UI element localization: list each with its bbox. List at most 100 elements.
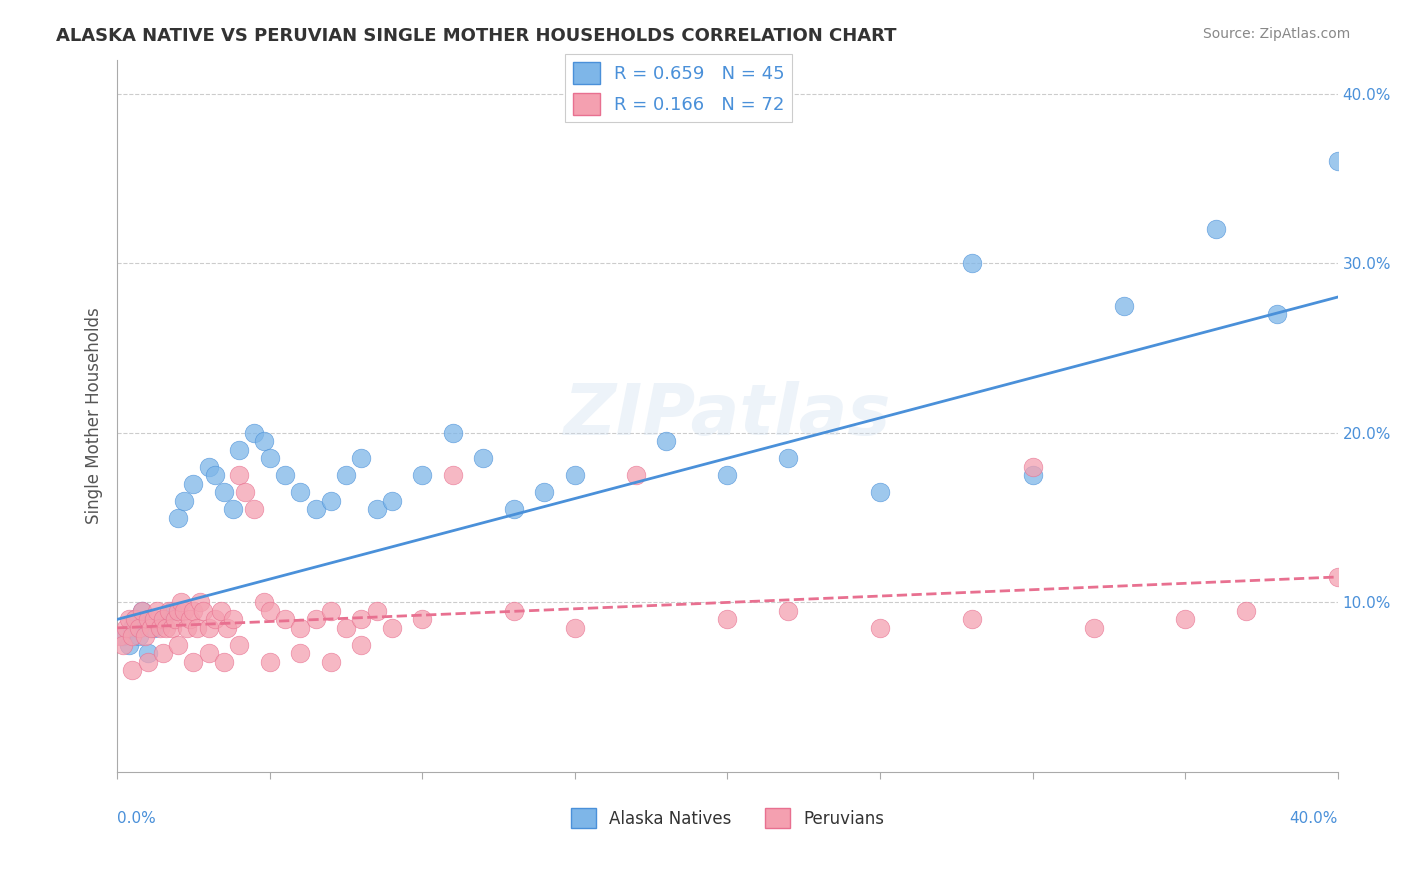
Point	[1234, 604, 1257, 618]
Point	[157, 604, 180, 618]
Point	[167, 510, 190, 524]
Point	[274, 468, 297, 483]
Point	[1174, 612, 1197, 626]
Point	[381, 621, 404, 635]
Point	[253, 434, 276, 449]
Point	[142, 612, 165, 626]
Point	[173, 604, 195, 618]
Point	[716, 612, 738, 626]
Point	[228, 638, 250, 652]
Point	[112, 629, 135, 643]
Point	[110, 629, 132, 643]
Point	[319, 604, 342, 618]
Point	[160, 604, 183, 618]
Point	[1326, 570, 1348, 584]
Point	[564, 468, 586, 483]
Point	[222, 612, 245, 626]
Point	[960, 612, 983, 626]
Legend: Alaska Natives, Peruvians: Alaska Natives, Peruvians	[564, 801, 891, 835]
Point	[167, 604, 190, 618]
Point	[167, 638, 190, 652]
Point	[243, 502, 266, 516]
Point	[222, 502, 245, 516]
Point	[134, 629, 156, 643]
Point	[259, 655, 281, 669]
Point	[197, 621, 219, 635]
Point	[1021, 468, 1043, 483]
Point	[215, 621, 238, 635]
Point	[502, 502, 524, 516]
Point	[319, 655, 342, 669]
Text: Source: ZipAtlas.com: Source: ZipAtlas.com	[1202, 27, 1350, 41]
Point	[869, 485, 891, 500]
Point	[655, 434, 678, 449]
Point	[136, 646, 159, 660]
Point	[259, 604, 281, 618]
Point	[290, 485, 312, 500]
Point	[1083, 621, 1105, 635]
Point	[204, 612, 226, 626]
Text: 40.0%: 40.0%	[1289, 811, 1337, 826]
Point	[118, 612, 141, 626]
Point	[204, 468, 226, 483]
Point	[197, 646, 219, 660]
Point	[197, 459, 219, 474]
Point	[441, 425, 464, 440]
Point	[243, 425, 266, 440]
Point	[411, 468, 433, 483]
Point	[149, 621, 172, 635]
Point	[209, 604, 232, 618]
Point	[155, 621, 177, 635]
Point	[716, 468, 738, 483]
Point	[139, 621, 162, 635]
Point	[778, 604, 800, 618]
Point	[350, 612, 373, 626]
Point	[564, 621, 586, 635]
Point	[366, 604, 388, 618]
Point	[121, 629, 143, 643]
Point	[869, 621, 891, 635]
Point	[191, 604, 214, 618]
Point	[183, 476, 205, 491]
Point	[212, 655, 235, 669]
Point	[160, 621, 183, 635]
Point	[304, 502, 326, 516]
Point	[176, 621, 198, 635]
Point	[778, 451, 800, 466]
Point	[118, 638, 141, 652]
Point	[121, 663, 143, 677]
Point	[253, 595, 276, 609]
Point	[152, 612, 174, 626]
Point	[290, 621, 312, 635]
Point	[411, 612, 433, 626]
Point	[179, 612, 201, 626]
Point	[173, 493, 195, 508]
Point	[131, 604, 153, 618]
Point	[188, 595, 211, 609]
Point	[274, 612, 297, 626]
Point	[212, 485, 235, 500]
Point	[112, 638, 135, 652]
Point	[228, 442, 250, 457]
Point	[146, 604, 169, 618]
Text: ALASKA NATIVE VS PERUVIAN SINGLE MOTHER HOUSEHOLDS CORRELATION CHART: ALASKA NATIVE VS PERUVIAN SINGLE MOTHER …	[56, 27, 897, 45]
Point	[183, 655, 205, 669]
Point	[1021, 459, 1043, 474]
Point	[1326, 154, 1348, 169]
Point	[186, 621, 208, 635]
Point	[502, 604, 524, 618]
Point	[152, 612, 174, 626]
Point	[290, 646, 312, 660]
Point	[131, 604, 153, 618]
Point	[170, 595, 193, 609]
Point	[350, 638, 373, 652]
Point	[533, 485, 555, 500]
Point	[136, 612, 159, 626]
Point	[381, 493, 404, 508]
Point	[350, 451, 373, 466]
Point	[441, 468, 464, 483]
Text: ZIPatlas: ZIPatlas	[564, 381, 891, 450]
Point	[366, 502, 388, 516]
Point	[152, 646, 174, 660]
Point	[319, 493, 342, 508]
